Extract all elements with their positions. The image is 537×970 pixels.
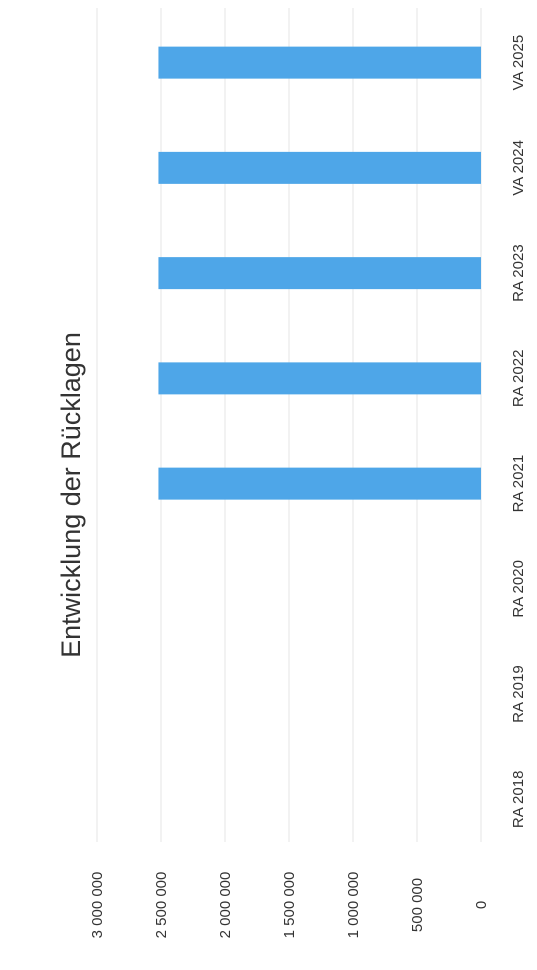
category-label: RA 2018 — [510, 771, 527, 829]
bar — [158, 362, 481, 395]
category-label: RA 2022 — [510, 350, 527, 408]
y-tick-label: 500 000 — [409, 878, 426, 932]
y-tick-label: 2 500 000 — [153, 872, 170, 939]
y-tick-label: 2 000 000 — [217, 872, 234, 939]
category-label: VA 2024 — [510, 140, 527, 196]
y-axis-ticks: 0 500 000 1 000 000 1 500 000 2 000 000 2 500… — [89, 872, 490, 939]
bar — [158, 257, 481, 290]
category-label: RA 2021 — [510, 455, 527, 513]
y-tick-label: 0 — [473, 901, 490, 909]
y-tick-label: 1 500 000 — [281, 872, 298, 939]
x-axis-categories: RA 2018 RA 2019 RA 2020 RA 2021 RA 2022 RA 20… — [510, 35, 527, 828]
category-label: RA 2023 — [510, 244, 527, 302]
bar — [158, 467, 481, 500]
gridlines — [96, 8, 482, 842]
category-label: RA 2019 — [510, 665, 527, 723]
bar — [158, 151, 481, 184]
bars — [158, 46, 481, 500]
y-tick-label: 3 000 000 — [89, 872, 106, 939]
chart-title: Entwicklung der Rücklagen — [56, 332, 86, 658]
bar — [158, 46, 481, 79]
y-tick-label: 1 000 000 — [345, 872, 362, 939]
category-label: VA 2025 — [510, 35, 527, 91]
category-label: RA 2020 — [510, 560, 527, 618]
